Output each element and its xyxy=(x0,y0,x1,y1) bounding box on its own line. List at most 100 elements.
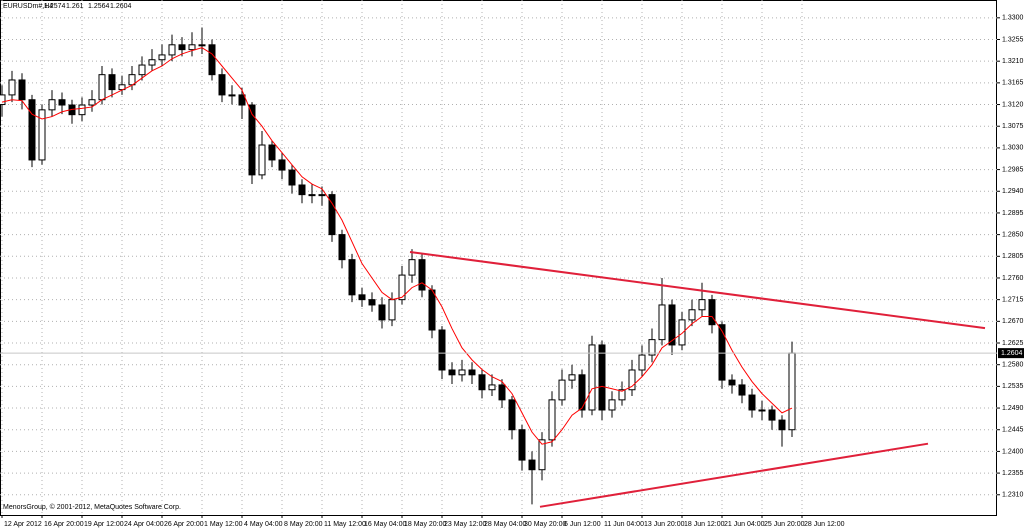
candle-body xyxy=(478,374,486,391)
candle-body xyxy=(678,319,686,346)
y-tick-label: 1.2715 xyxy=(1002,296,1024,303)
candle-body xyxy=(728,379,736,386)
x-tick-label: 16 May 04:00 xyxy=(364,521,407,528)
x-tick-label: 30 May 20:00 xyxy=(524,521,567,528)
x-tick-label: 26 Apr 20:00 xyxy=(164,521,204,528)
candle-body xyxy=(418,259,426,291)
candle-body xyxy=(698,299,706,311)
candle-body xyxy=(598,344,606,411)
candle-body xyxy=(388,299,396,321)
y-tick-label: 1.3075 xyxy=(1002,123,1024,130)
candle-body xyxy=(748,394,756,411)
moving-average xyxy=(1,47,793,445)
candle-body xyxy=(158,54,166,61)
candle-body xyxy=(48,99,56,111)
candle-body xyxy=(458,369,466,376)
candle-body xyxy=(308,194,316,197)
candle-body xyxy=(548,399,556,441)
candle-body xyxy=(428,289,436,331)
candle-body xyxy=(508,399,516,431)
y-tick-label: 1.3300 xyxy=(1002,15,1024,22)
candle-body xyxy=(778,419,786,431)
candle-body xyxy=(648,339,656,356)
candle-body xyxy=(58,99,66,106)
x-tick-label: 1 May 12:00 xyxy=(204,521,243,528)
candle-body xyxy=(408,259,416,276)
marks xyxy=(0,27,997,508)
candle-body xyxy=(138,64,146,76)
candle-body xyxy=(168,44,176,56)
y-tick-label: 1.2355 xyxy=(1002,470,1024,477)
candle-body xyxy=(348,259,356,296)
candle-body xyxy=(378,304,386,321)
candle-body xyxy=(518,429,526,461)
candle-body xyxy=(368,299,376,306)
candle-body xyxy=(78,104,86,116)
y-tick-label: 1.2490 xyxy=(1002,405,1024,412)
last-price-box xyxy=(998,348,1024,359)
candle-body xyxy=(258,144,266,176)
symbol: EURUSDm#,H4 xyxy=(3,3,53,10)
x-tick-label: 21 Jun 04:00 xyxy=(724,521,765,528)
candle-body xyxy=(788,352,796,431)
y-tick-label: 1.3255 xyxy=(1002,36,1024,43)
x-tick-label: 6 Jun 12:00 xyxy=(564,521,601,528)
x-tick-label: 8 May 20:00 xyxy=(284,521,323,528)
plot-frame xyxy=(0,0,997,516)
y-tick-label: 1.2985 xyxy=(1002,166,1024,173)
last-bar-high: 1.261 xyxy=(66,3,84,10)
x-tick-label: 19 Apr 12:00 xyxy=(84,521,124,528)
y-tick-label: 1.2895 xyxy=(1002,210,1024,217)
y-tick-label: 1.2625 xyxy=(1002,340,1024,347)
trend-line xyxy=(539,442,929,508)
candle-body xyxy=(288,169,296,186)
candle-body xyxy=(318,194,326,197)
x-tick-label: 12 Apr 2012 xyxy=(4,521,42,528)
x-tick-label: 18 Jun 12:00 xyxy=(684,521,725,528)
y-tick-label: 1.2400 xyxy=(1002,448,1024,455)
y-tick-label: 1.2670 xyxy=(1002,318,1024,325)
y-tick-label: 1.2940 xyxy=(1002,188,1024,195)
candle-body xyxy=(618,389,626,401)
candle-body xyxy=(328,194,336,236)
x-tick-label: 16 Apr 20:00 xyxy=(44,521,84,528)
candle-body xyxy=(228,94,236,97)
candle-body xyxy=(718,324,726,381)
y-tick-label: 1.2535 xyxy=(1002,383,1024,390)
candle-body xyxy=(198,44,206,47)
candle-body xyxy=(628,369,636,391)
last-bar-open: 1.2574 xyxy=(44,3,66,10)
candle-body xyxy=(638,354,646,371)
labels: EURUSDm#,H4 1.2574 1.261 1.2564 1.2604 M… xyxy=(3,3,1024,528)
candle-body xyxy=(758,409,766,412)
candle-body xyxy=(568,374,576,381)
candle-body xyxy=(28,99,36,161)
candle-body xyxy=(738,384,746,396)
x-tick-label: 13 Jun 20:00 xyxy=(644,521,685,528)
candle-body xyxy=(498,384,506,401)
candle-body xyxy=(148,59,156,66)
candle-body xyxy=(218,74,226,96)
candle-body xyxy=(338,234,346,261)
candle-body xyxy=(38,109,46,161)
x-tick-label: 4 May 04:00 xyxy=(244,521,283,528)
y-tick-label: 1.2580 xyxy=(1002,362,1024,369)
candle-body xyxy=(98,74,106,101)
candle-body xyxy=(238,94,246,106)
trend-line xyxy=(409,250,986,330)
y-tick-label: 1.3030 xyxy=(1002,145,1024,152)
candle-body xyxy=(8,79,16,96)
y-tick-label: 1.3165 xyxy=(1002,80,1024,87)
candle-body xyxy=(588,344,596,411)
candle-body xyxy=(188,44,196,51)
candle-body xyxy=(688,309,696,321)
candle-body xyxy=(208,44,216,76)
candle-body xyxy=(488,384,496,391)
last-bar-low: 1.2564 xyxy=(88,3,110,10)
candle-body xyxy=(398,274,406,301)
candle-body xyxy=(528,459,536,471)
candle-body xyxy=(468,369,476,376)
candle-body xyxy=(278,159,286,171)
